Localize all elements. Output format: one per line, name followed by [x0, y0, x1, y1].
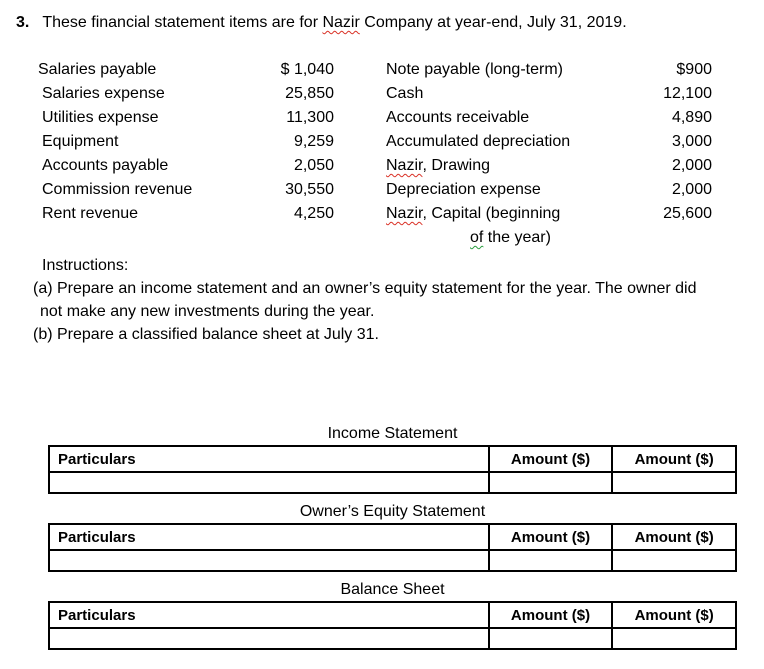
- balance-sheet-title: Balance Sheet: [340, 581, 445, 598]
- account-list-left: Salaries payable $ 1,040 Salaries expens…: [38, 58, 334, 226]
- account-label: Accounts receivable: [386, 109, 530, 126]
- amount-header-2: Amount ($): [611, 445, 737, 473]
- amount-header-1: Amount ($): [487, 601, 614, 629]
- account-value: 30,550: [285, 181, 334, 198]
- misspelled-word: Nazir: [386, 205, 423, 222]
- account-value: 25,600: [663, 205, 712, 222]
- owners-equity-statement-block: Owner’s Equity Statement Particulars Amo…: [48, 502, 737, 572]
- account-value: 4,890: [671, 109, 712, 126]
- account-row: Nazir, Capital (beginning 25,600: [386, 202, 712, 226]
- account-label: Note payable (long-term): [386, 61, 563, 78]
- particulars-header: Particulars: [48, 523, 490, 551]
- problem-heading: 3. These financial statement items are fo…: [16, 13, 627, 33]
- account-row: Note payable (long-term) $900: [386, 58, 712, 82]
- account-label: Commission revenue: [42, 181, 193, 198]
- particulars-header: Particulars: [48, 601, 490, 629]
- account-list-right: Note payable (long-term) $900 Cash 12,10…: [386, 58, 712, 250]
- equity-amount2-answer-cell[interactable]: [611, 549, 737, 572]
- balance-particulars-answer-cell[interactable]: [48, 627, 490, 650]
- income-statement-title: Income Statement: [327, 425, 458, 442]
- instruction-a-line1: (a) Prepare an income statement and an o…: [33, 280, 697, 297]
- account-label: Rent revenue: [42, 205, 139, 222]
- grammar-flagged-word: of: [470, 229, 484, 246]
- amount-header-1: Amount ($): [487, 445, 614, 473]
- account-value: 2,000: [671, 157, 712, 174]
- account-label: Accounts payable: [42, 157, 169, 174]
- account-label: Cash: [386, 85, 424, 102]
- balance-amount2-answer-cell[interactable]: [611, 627, 737, 650]
- equity-amount1-answer-cell[interactable]: [487, 549, 614, 572]
- particulars-header: Particulars: [48, 445, 490, 473]
- instructions-section: Instructions: (a) Prepare an income stat…: [33, 254, 748, 346]
- account-label: Equipment: [42, 133, 119, 150]
- account-label: Salaries payable: [38, 61, 157, 78]
- account-row: Rent revenue 4,250: [38, 202, 334, 226]
- statement-tables-section: Income Statement Particulars Amount ($) …: [48, 424, 737, 650]
- income-statement-table: Particulars Amount ($) Amount ($): [48, 445, 737, 494]
- amount-header-1: Amount ($): [487, 523, 614, 551]
- income-statement-block: Income Statement Particulars Amount ($) …: [48, 424, 737, 494]
- account-value: $ 1,040: [280, 61, 334, 78]
- account-row: Cash 12,100: [386, 82, 712, 106]
- account-value: 2,050: [293, 157, 334, 174]
- income-amount2-answer-cell[interactable]: [611, 471, 737, 494]
- account-label: Accumulated depreciation: [386, 133, 571, 150]
- account-label: Salaries expense: [42, 85, 165, 102]
- account-value: 2,000: [671, 181, 712, 198]
- account-row: Utilities expense 11,300: [38, 106, 334, 130]
- balance-amount1-answer-cell[interactable]: [487, 627, 614, 650]
- account-row: Depreciation expense 2,000: [386, 178, 712, 202]
- income-amount1-answer-cell[interactable]: [487, 471, 614, 494]
- instructions-label: Instructions:: [42, 257, 129, 274]
- account-value: $900: [676, 61, 712, 78]
- income-particulars-answer-cell[interactable]: [48, 471, 490, 494]
- account-label: Nazir, Capital (beginning: [386, 202, 663, 226]
- account-value: 11,300: [286, 109, 334, 126]
- problem-number: 3.: [16, 14, 30, 31]
- amount-header-2: Amount ($): [611, 601, 737, 629]
- heading-text-pre: These financial statement items are for: [42, 14, 323, 31]
- account-row: Accounts receivable 4,890: [386, 106, 712, 130]
- instruction-a-line2: not make any new investments during the …: [40, 303, 375, 320]
- account-label: Depreciation expense: [386, 181, 541, 198]
- account-row: Commission revenue 30,550: [38, 178, 334, 202]
- account-row: Accumulated depreciation 3,000: [386, 130, 712, 154]
- account-row: Salaries payable $ 1,040: [38, 58, 334, 82]
- equity-particulars-answer-cell[interactable]: [48, 549, 490, 572]
- misspelled-word: Nazir: [386, 157, 423, 174]
- account-value: 12,100: [663, 85, 712, 102]
- account-label-rest: , Drawing: [422, 157, 491, 174]
- account-row: Equipment 9,259: [38, 130, 334, 154]
- account-row-continuation: of the year): [386, 226, 712, 250]
- account-label: Utilities expense: [42, 109, 159, 126]
- account-row: Nazir, Drawing 2,000: [386, 154, 712, 178]
- account-row: Accounts payable 2,050: [38, 154, 334, 178]
- account-label-continuation: of the year): [470, 226, 712, 250]
- balance-sheet-table: Particulars Amount ($) Amount ($): [48, 601, 737, 650]
- account-value: 25,850: [285, 85, 334, 102]
- amount-header-2: Amount ($): [611, 523, 737, 551]
- owners-equity-statement-table: Particulars Amount ($) Amount ($): [48, 523, 737, 572]
- balance-sheet-block: Balance Sheet Particulars Amount ($) Amo…: [48, 580, 737, 650]
- owners-equity-statement-title: Owner’s Equity Statement: [299, 503, 486, 520]
- account-label-rest: the year): [483, 229, 551, 246]
- account-value: 9,259: [293, 133, 334, 150]
- instruction-b: (b) Prepare a classified balance sheet a…: [33, 326, 379, 343]
- account-label-rest: , Capital (beginning: [422, 205, 561, 222]
- account-row: Salaries expense 25,850: [38, 82, 334, 106]
- heading-text-post: Company at year-end, July 31, 2019.: [359, 14, 627, 31]
- account-value: 3,000: [671, 133, 712, 150]
- account-value: 4,250: [293, 205, 334, 222]
- company-name-misspelled: Nazir: [322, 14, 360, 31]
- account-label: Nazir, Drawing: [386, 154, 672, 178]
